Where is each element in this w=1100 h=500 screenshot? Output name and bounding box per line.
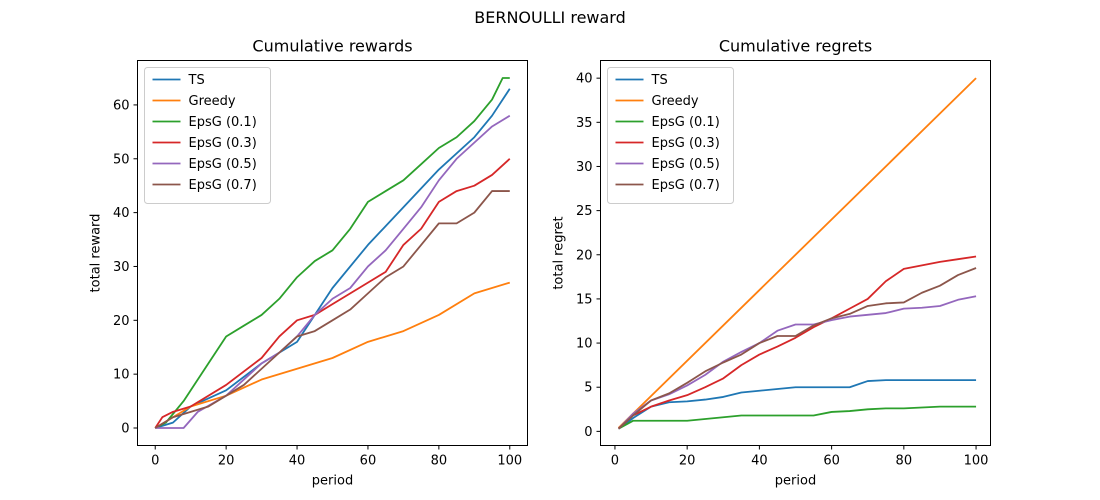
regrets-legend-label-4: EpsG (0.5) xyxy=(652,157,720,172)
regrets-xtick-label-0: 0 xyxy=(611,454,619,469)
regrets-series-line-4 xyxy=(617,295,977,430)
regrets-legend-label-1: Greedy xyxy=(652,94,699,109)
rewards-ytick-label-1: 10 xyxy=(113,368,130,383)
rewards-ytick-label-2: 20 xyxy=(113,314,130,329)
rewards-xtick-label-2: 40 xyxy=(289,454,306,469)
regrets-legend-label-2: EpsG (0.1) xyxy=(652,115,720,130)
regrets-ytick-label-3: 15 xyxy=(576,292,593,307)
rewards-y-axis-label: total reward xyxy=(89,214,104,293)
regrets-xtick-label-4: 80 xyxy=(896,454,913,469)
regrets-series-line-3 xyxy=(617,255,977,430)
rewards-xtick-label-4: 80 xyxy=(431,454,448,469)
regrets-ytick-label-4: 20 xyxy=(576,248,593,263)
rewards-legend-label-5: EpsG (0.7) xyxy=(189,178,257,193)
rewards-legend-label-3: EpsG (0.3) xyxy=(189,136,257,151)
rewards-legend-label-0: TS xyxy=(188,73,205,88)
regrets-xtick-label-3: 60 xyxy=(823,454,840,469)
rewards-legend-label-1: Greedy xyxy=(189,94,236,109)
rewards-ytick-label-4: 40 xyxy=(113,206,130,221)
rewards-chart: 0 20 40 60 80 100 0 10 20 30 40 50 60 Cumulative rewa… xyxy=(89,37,528,489)
regrets-legend-label-5: EpsG (0.7) xyxy=(652,178,720,193)
rewards-ytick-label-3: 30 xyxy=(113,260,130,275)
regrets-chart: 0 20 40 60 80 100 0 5 10 15 20 25 30 35 40 Cumulative r… xyxy=(552,37,991,489)
regrets-xtick-label-1: 20 xyxy=(679,454,696,469)
rewards-ytick-label-6: 60 xyxy=(113,98,130,113)
regrets-ytick-label-2: 10 xyxy=(576,337,593,352)
regrets-xtick-label-5: 100 xyxy=(964,454,989,469)
regrets-ytick-label-8: 40 xyxy=(576,72,593,87)
rewards-legend-label-4: EpsG (0.5) xyxy=(189,157,257,172)
regrets-legend-label-3: EpsG (0.3) xyxy=(652,136,720,151)
rewards-legend-box xyxy=(144,67,271,204)
regrets-series-line-2 xyxy=(618,405,977,430)
rewards-series-line-5 xyxy=(154,190,510,429)
regrets-xtick-label-2: 40 xyxy=(751,454,768,469)
regrets-legend-box xyxy=(607,67,734,204)
rewards-xtick-label-1: 20 xyxy=(218,454,235,469)
regrets-ytick-label-1: 5 xyxy=(584,381,592,396)
regrets-series-line-5 xyxy=(617,267,977,430)
regrets-ytick-label-6: 30 xyxy=(576,160,593,175)
rewards-ytick-label-0: 0 xyxy=(121,422,129,437)
regrets-ytick-label-7: 35 xyxy=(576,116,593,131)
rewards-legend-label-2: EpsG (0.1) xyxy=(189,115,257,130)
rewards-x-axis-label: period xyxy=(312,474,353,489)
rewards-ytick-label-5: 50 xyxy=(113,152,130,167)
regrets-x-axis-label: period xyxy=(775,474,816,489)
regrets-series-line-1 xyxy=(617,77,977,429)
figure-suptitle: BERNOULLI reward xyxy=(474,8,626,27)
regrets-y-axis-label: total regret xyxy=(552,216,567,289)
rewards-xtick-label-5: 100 xyxy=(497,454,522,469)
regrets-plot-frame xyxy=(600,60,991,446)
rewards-plot-frame xyxy=(137,60,528,446)
rewards-xtick-label-0: 0 xyxy=(151,454,159,469)
rewards-chart-title: Cumulative rewards xyxy=(252,37,412,56)
regrets-ytick-label-5: 25 xyxy=(576,204,593,219)
regrets-ytick-label-0: 0 xyxy=(584,425,592,440)
regrets-legend-label-0: TS xyxy=(651,73,668,88)
regrets-series-line-0 xyxy=(618,379,977,430)
rewards-series-line-2 xyxy=(154,77,510,429)
rewards-series-line-3 xyxy=(154,158,511,429)
regrets-chart-title: Cumulative regrets xyxy=(719,37,872,56)
rewards-xtick-label-3: 60 xyxy=(360,454,377,469)
